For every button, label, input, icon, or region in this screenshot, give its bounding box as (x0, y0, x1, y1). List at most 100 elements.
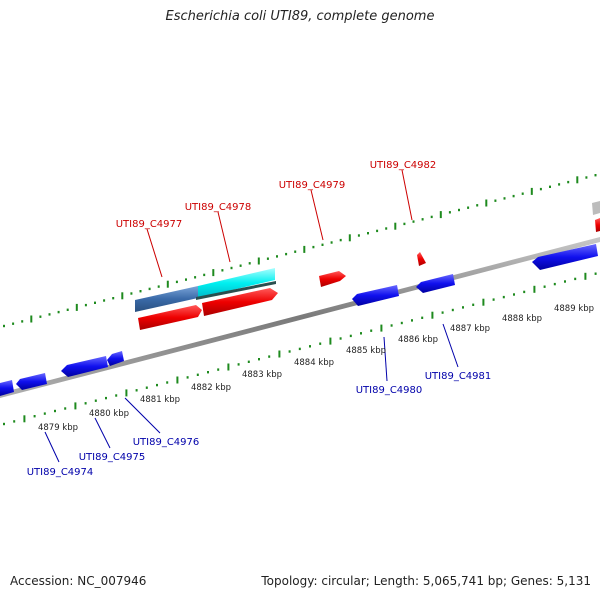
minor-tick (166, 381, 169, 384)
minor-tick (502, 295, 505, 299)
label-uti89-c4978: UTI89_C4978 (185, 202, 251, 263)
svg-text:UTI89_C4981: UTI89_C4981 (425, 371, 492, 382)
minor-tick (294, 250, 297, 253)
minor-tick (276, 255, 278, 258)
minor-tick (567, 180, 570, 184)
minor-tick (360, 332, 362, 335)
reverse-gene-uti89-c4976[interactable] (107, 351, 124, 366)
minor-tick (312, 245, 315, 249)
minor-tick (237, 363, 240, 366)
minor-tick (370, 329, 373, 332)
forward-gene-uti89-c4978[interactable] (202, 288, 278, 316)
major-tick (485, 199, 488, 207)
minor-tick (462, 306, 464, 309)
minor-tick (39, 315, 42, 318)
reverse-gene-uti89-c4980[interactable] (352, 285, 399, 306)
minor-tick (186, 376, 189, 379)
minor-tick (221, 269, 224, 272)
minor-tick (94, 301, 96, 304)
major-tick (121, 292, 124, 300)
major-tick (584, 272, 587, 280)
minor-tick (376, 229, 379, 233)
minor-tick (103, 299, 106, 302)
minor-tick (451, 308, 454, 312)
major-tick (576, 176, 579, 184)
minor-tick (84, 303, 87, 307)
minor-tick (203, 273, 206, 277)
kbp-label: 4880 kbp (89, 409, 129, 419)
minor-tick (421, 316, 424, 319)
minor-tick (145, 386, 148, 389)
major-tick (75, 303, 78, 311)
label-uti89-c4981: UTI89_C4981 (425, 323, 492, 382)
major-tick (482, 298, 485, 306)
minor-tick (390, 324, 393, 327)
minor-tick (594, 272, 597, 275)
major-tick (74, 402, 77, 410)
reverse-gene-uti89-c4981[interactable] (416, 274, 455, 293)
reverse-gene-block[interactable] (0, 380, 14, 396)
forward-gene-uti89-c4982[interactable] (417, 252, 426, 266)
minor-tick (330, 241, 333, 244)
minor-tick (411, 319, 413, 322)
svg-text:UTI89_C4980: UTI89_C4980 (356, 385, 423, 396)
feature-cyan-bar (198, 268, 275, 298)
reverse-gene-uti89-c4975[interactable] (61, 356, 108, 377)
minor-tick (492, 298, 495, 301)
minor-tick (135, 389, 138, 392)
minor-tick (430, 215, 433, 219)
forward-gene-edge[interactable] (595, 218, 600, 232)
svg-text:UTI89_C4982: UTI89_C4982 (370, 160, 437, 171)
minor-tick (367, 232, 369, 235)
feature-divider-line (196, 281, 276, 300)
minor-tick (543, 285, 546, 288)
minor-tick (157, 285, 160, 288)
minor-tick (66, 308, 69, 311)
major-tick (23, 415, 26, 423)
minor-tick (48, 313, 51, 316)
svg-text:UTI89_C4979: UTI89_C4979 (279, 180, 346, 191)
reverse-gene-uti89-c4974[interactable] (16, 373, 47, 390)
minor-tick (585, 176, 588, 179)
label-uti89-c4975: UTI89_C4975 (79, 417, 146, 463)
major-tick (348, 234, 351, 242)
minor-tick (558, 183, 561, 186)
minor-tick (521, 192, 524, 195)
label-uti89-c4974: UTI89_C4974 (27, 431, 93, 478)
minor-tick (339, 238, 342, 242)
major-tick (380, 324, 383, 332)
minor-tick (467, 206, 470, 209)
minor-tick (21, 320, 24, 323)
minor-tick (156, 383, 158, 387)
minor-tick (185, 278, 187, 281)
minor-tick (476, 204, 479, 207)
minor-tick (130, 292, 133, 295)
feature-grey-edge (592, 201, 600, 215)
minor-tick (3, 422, 5, 426)
svg-text:UTI89_C4976: UTI89_C4976 (133, 437, 200, 448)
minor-tick (105, 396, 107, 400)
inner-tick-row (3, 272, 597, 426)
reverse-gene-edge[interactable] (532, 244, 598, 270)
minor-tick (13, 420, 16, 423)
minor-tick (403, 222, 406, 226)
forward-gene-uti89-c4979[interactable] (319, 271, 346, 287)
kbp-label: 4879 kbp (38, 423, 78, 433)
svg-text:UTI89_C4977: UTI89_C4977 (116, 219, 183, 230)
minor-tick (196, 373, 199, 376)
minor-tick (57, 310, 60, 314)
label-uti89-c4976: UTI89_C4976 (124, 397, 200, 448)
forward-gene-uti89-c4977[interactable] (138, 305, 202, 330)
minor-tick (564, 280, 566, 283)
minor-tick (319, 342, 322, 345)
minor-tick (288, 350, 291, 353)
kbp-label: 4887 kbp (450, 324, 490, 334)
minor-tick (448, 211, 451, 214)
major-tick (30, 315, 33, 323)
minor-tick (268, 355, 271, 358)
kbp-label: 4884 kbp (294, 358, 334, 368)
svg-text:UTI89_C4975: UTI89_C4975 (79, 452, 146, 463)
minor-tick (139, 290, 142, 293)
major-tick (257, 257, 260, 265)
